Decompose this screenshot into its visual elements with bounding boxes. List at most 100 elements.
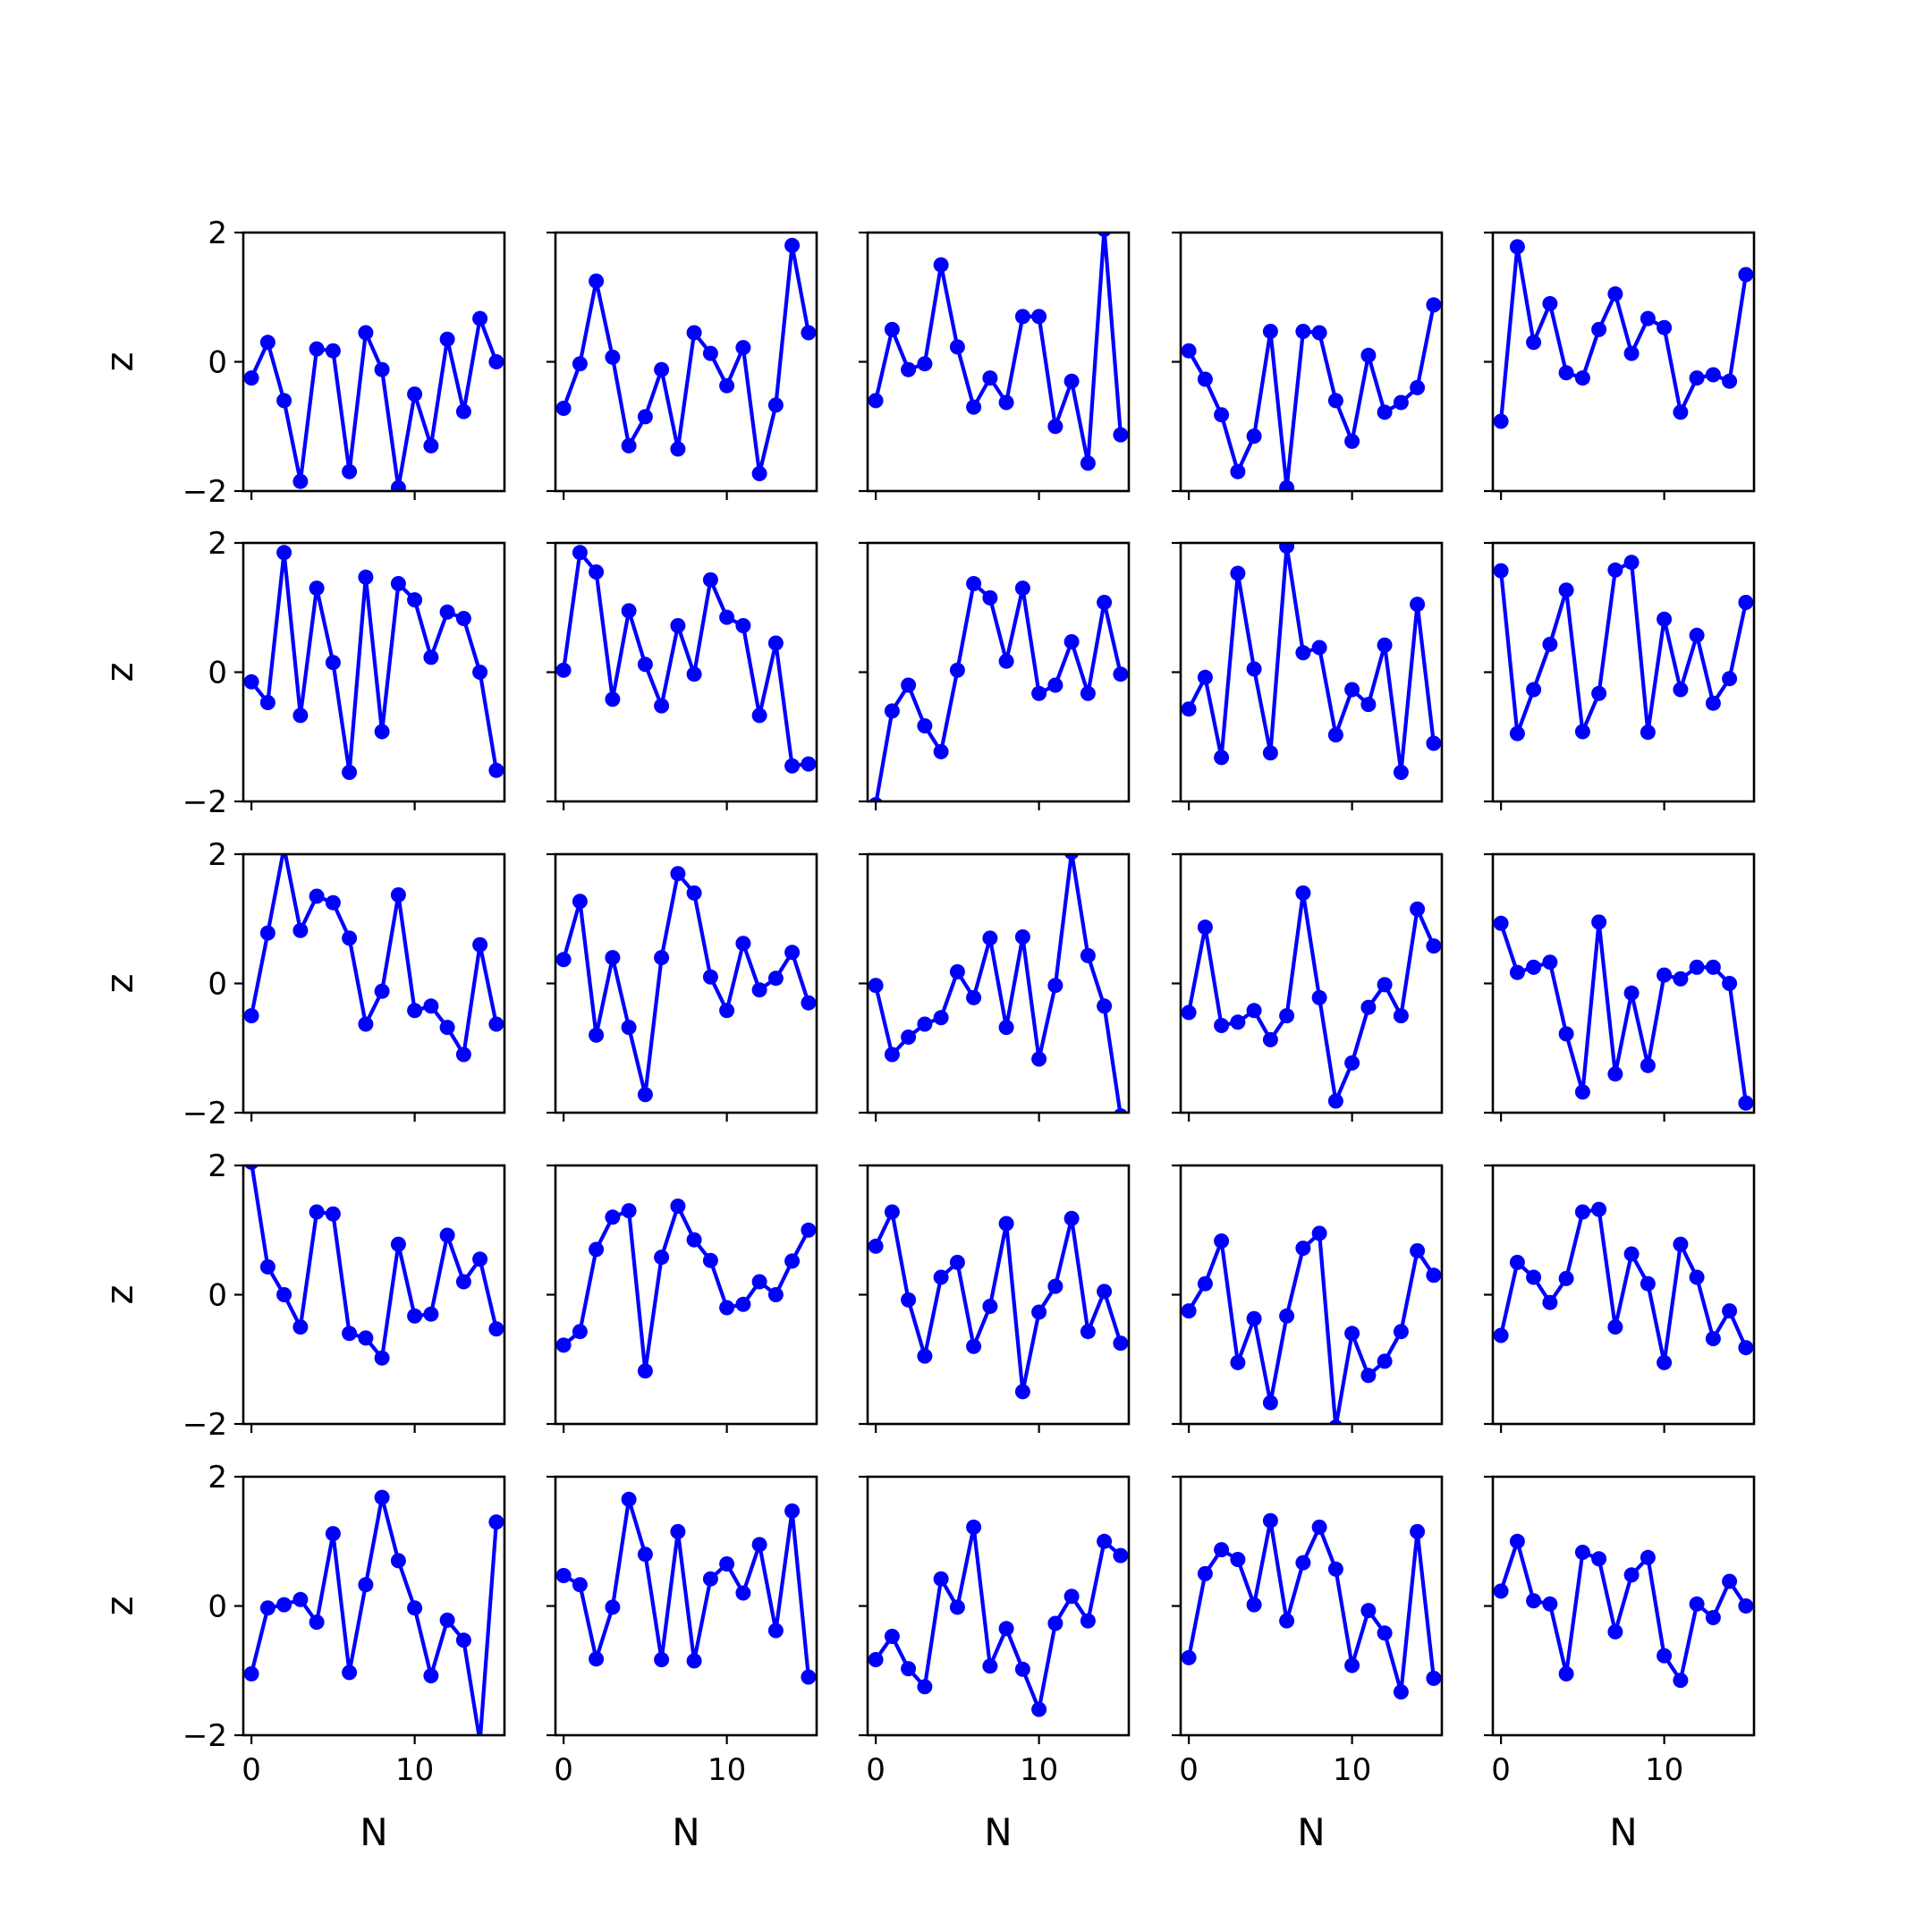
- data-point: [243, 674, 259, 690]
- data-point: [423, 998, 439, 1014]
- data-point: [605, 691, 621, 708]
- data-point: [259, 1600, 275, 1616]
- data-point: [702, 572, 718, 588]
- series-line: [563, 1497, 810, 1678]
- data-point: [1311, 325, 1327, 341]
- data-point: [702, 1571, 718, 1587]
- x-axis-label: N: [1609, 1810, 1637, 1854]
- axes-frame: [1491, 541, 1756, 803]
- x-tick-label: 0: [866, 1752, 886, 1788]
- subplot-3-2: [547, 852, 818, 1122]
- data-point: [259, 335, 275, 351]
- data-point: [1230, 1354, 1246, 1370]
- data-point: [1279, 1008, 1295, 1024]
- data-point: [1014, 580, 1030, 597]
- data-point: [1181, 701, 1197, 717]
- data-point: [1344, 1657, 1360, 1674]
- series-line: [1499, 919, 1748, 1104]
- data-point: [884, 1046, 900, 1063]
- data-point: [719, 1556, 735, 1572]
- data-point: [407, 386, 423, 402]
- y-tick-label: 2: [208, 837, 227, 873]
- data-point: [1295, 324, 1311, 339]
- data-point: [572, 1577, 588, 1593]
- data-point: [901, 1030, 917, 1045]
- data-point: [1246, 1310, 1262, 1326]
- y-tick-label: 2: [208, 526, 227, 562]
- data-point: [1113, 427, 1129, 443]
- data-point: [1574, 1204, 1590, 1220]
- data-point: [767, 1623, 784, 1639]
- axes-frame: [1179, 231, 1444, 493]
- data-point: [670, 1523, 686, 1539]
- data-point: [374, 1489, 390, 1505]
- data-point: [1113, 1335, 1129, 1352]
- subplot-3-1: −2 0 2 z: [97, 837, 506, 1131]
- data-point: [982, 370, 998, 386]
- data-point: [1014, 1661, 1030, 1677]
- data-point: [555, 1337, 572, 1353]
- data-point: [439, 1612, 455, 1628]
- data-point: [407, 1600, 423, 1616]
- data-point: [439, 604, 455, 620]
- data-point: [374, 1350, 390, 1366]
- y-tick-label: 0: [208, 345, 227, 381]
- data-point: [1509, 1533, 1525, 1549]
- data-point: [735, 936, 751, 952]
- data-point: [243, 370, 259, 386]
- data-point: [325, 655, 341, 671]
- data-point: [1558, 582, 1574, 598]
- subplot-1-4: [1172, 231, 1444, 500]
- data-point: [654, 698, 670, 714]
- data-point: [1623, 1567, 1640, 1583]
- data-point: [1181, 1004, 1197, 1021]
- data-point: [1640, 1549, 1656, 1565]
- subplot-1-5: [1484, 231, 1756, 500]
- data-point: [1327, 393, 1343, 409]
- data-point: [407, 1003, 423, 1019]
- series-line: [874, 233, 1123, 466]
- data-point: [1574, 724, 1590, 740]
- data-point: [719, 1300, 735, 1316]
- data-point: [390, 479, 406, 491]
- data-point: [1246, 661, 1262, 677]
- data-point: [1262, 1513, 1278, 1529]
- data-point: [1657, 1354, 1673, 1370]
- data-point: [933, 1010, 949, 1026]
- data-point: [1673, 1673, 1689, 1689]
- data-point: [1558, 365, 1574, 381]
- data-point: [1526, 959, 1542, 975]
- data-point: [1542, 1596, 1558, 1612]
- y-axis-label: z: [97, 662, 141, 682]
- data-point: [686, 1232, 702, 1248]
- data-point: [325, 1526, 341, 1542]
- data-point: [1014, 309, 1030, 325]
- data-point: [1214, 750, 1230, 766]
- data-point: [1279, 543, 1295, 555]
- data-point: [1377, 977, 1393, 993]
- subplot-5-3: 0 10N: [859, 1475, 1131, 1854]
- x-tick-label: 10: [1020, 1752, 1058, 1788]
- data-point: [1722, 671, 1738, 687]
- data-point: [1031, 309, 1047, 325]
- data-point: [292, 1319, 309, 1335]
- data-point: [423, 1668, 439, 1683]
- data-point: [1047, 978, 1063, 994]
- data-point: [259, 1258, 275, 1275]
- x-tick-label: 10: [708, 1752, 746, 1788]
- data-point: [1426, 735, 1442, 751]
- data-point: [637, 1087, 653, 1103]
- data-point: [292, 922, 309, 938]
- data-point: [572, 356, 588, 372]
- series-line: [562, 1204, 810, 1373]
- data-point: [1181, 343, 1197, 359]
- data-point: [1295, 645, 1311, 661]
- data-point: [1410, 379, 1426, 395]
- data-point: [901, 361, 917, 377]
- x-axis-label: N: [984, 1810, 1012, 1854]
- y-axis-label: z: [97, 973, 141, 993]
- axes-frame: [554, 541, 818, 803]
- series-line: [1187, 1231, 1436, 1424]
- data-point: [605, 950, 621, 966]
- data-point: [637, 657, 653, 673]
